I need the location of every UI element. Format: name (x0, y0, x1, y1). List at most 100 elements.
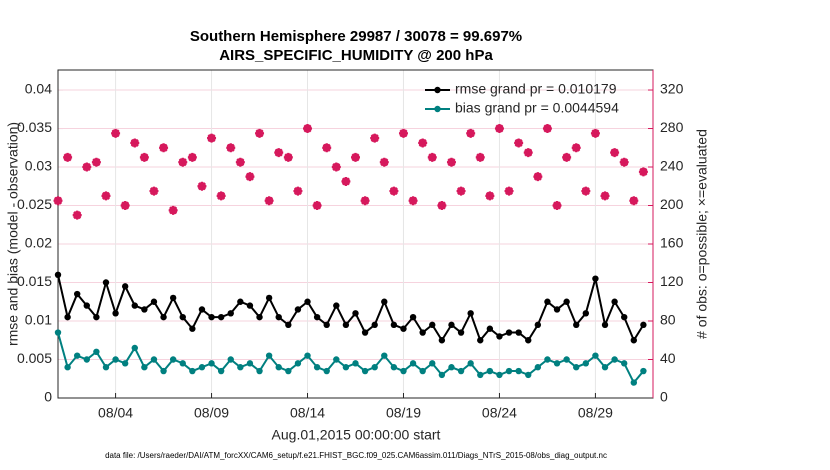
y-tick-label: 0.035 (17, 119, 52, 135)
evaluated-marker (187, 152, 197, 162)
marker (150, 298, 158, 305)
marker (141, 306, 148, 313)
evaluated-marker (149, 186, 159, 196)
evaluated-marker (370, 133, 380, 143)
marker (265, 294, 273, 302)
evaluated-marker (629, 196, 639, 206)
marker (294, 360, 302, 367)
marker (400, 325, 407, 332)
marker (640, 367, 647, 375)
marker (592, 352, 599, 359)
marker (381, 298, 388, 305)
legend-marker (434, 105, 441, 113)
y-tick-label: 0.025 (17, 196, 52, 212)
marker (112, 356, 119, 363)
marker (582, 360, 590, 367)
marker (621, 360, 628, 367)
evaluated-marker (255, 128, 265, 138)
marker (419, 367, 426, 375)
x-tick-label: 08/14 (290, 405, 325, 421)
y-tick-label: 0.005 (17, 350, 52, 366)
marker (544, 298, 551, 305)
marker (217, 313, 225, 321)
evaluated-marker (351, 152, 360, 162)
y-tick-label: 0.02 (25, 235, 52, 251)
evaluated-marker (398, 128, 408, 138)
evaluated-marker (264, 196, 274, 206)
chart-title: Southern Hemisphere 29987 / 30078 = 99.6… (190, 28, 522, 45)
evaluated-marker (638, 167, 648, 177)
marker (73, 352, 81, 359)
marker (333, 356, 340, 363)
marker (515, 329, 522, 336)
evaluated-marker (82, 162, 92, 172)
marker (121, 360, 129, 367)
marker (294, 306, 302, 313)
marker (361, 367, 369, 375)
evaluated-marker (600, 191, 610, 201)
marker (381, 352, 388, 359)
marker (169, 356, 177, 363)
marker (505, 367, 513, 375)
evaluated-marker (245, 172, 255, 182)
marker (304, 298, 311, 305)
marker (285, 321, 292, 329)
marker (371, 364, 378, 371)
marker (563, 298, 570, 305)
marker (102, 279, 110, 286)
y2-tick-label: 0 (660, 389, 668, 405)
marker (179, 313, 186, 321)
marker (409, 313, 417, 321)
marker (534, 364, 542, 371)
marker (93, 348, 100, 356)
marker (179, 360, 186, 367)
marker (64, 364, 71, 371)
marker (419, 329, 426, 336)
evaluated-marker (504, 186, 514, 196)
marker (352, 360, 359, 367)
marker (83, 302, 90, 309)
marker (256, 367, 263, 375)
marker (477, 371, 484, 379)
evaluated-marker (360, 196, 370, 206)
y2-tick-label: 200 (660, 196, 684, 212)
marker (237, 298, 244, 305)
x-tick-label: 08/19 (386, 405, 421, 421)
marker (189, 325, 196, 332)
marker (227, 356, 234, 363)
marker (313, 313, 321, 321)
evaluated-marker (207, 133, 217, 143)
evaluated-marker (312, 201, 322, 211)
marker (237, 364, 244, 371)
marker (54, 329, 62, 336)
evaluated-marker (619, 157, 629, 167)
evaluated-marker (379, 157, 389, 167)
marker (592, 275, 599, 282)
marker (438, 337, 446, 344)
marker (467, 310, 474, 317)
y2-tick-label: 320 (660, 81, 684, 97)
evaluated-marker (446, 157, 456, 167)
evaluated-marker (216, 191, 226, 201)
evaluated-marker (533, 172, 543, 182)
marker (121, 283, 129, 290)
marker (150, 356, 158, 363)
evaluated-marker (485, 191, 495, 201)
evaluated-marker (341, 176, 351, 186)
marker (246, 360, 254, 367)
marker (467, 360, 474, 367)
evaluated-marker (159, 143, 169, 153)
marker (515, 367, 522, 375)
marker (505, 329, 513, 336)
y-tick-label: 0.01 (25, 312, 52, 328)
x-tick-label: 08/04 (98, 405, 133, 421)
evaluated-marker (514, 138, 524, 148)
evaluated-marker (226, 143, 236, 153)
y2-tick-label: 80 (660, 312, 676, 328)
evaluated-marker (168, 205, 178, 215)
y-axis-label: rmse and bias (model - observation) (5, 122, 21, 346)
evaluated-marker (101, 191, 111, 201)
x-axis-label: Aug.01,2015 00:00:00 start (272, 427, 441, 443)
marker (525, 337, 532, 344)
marker (553, 360, 561, 367)
